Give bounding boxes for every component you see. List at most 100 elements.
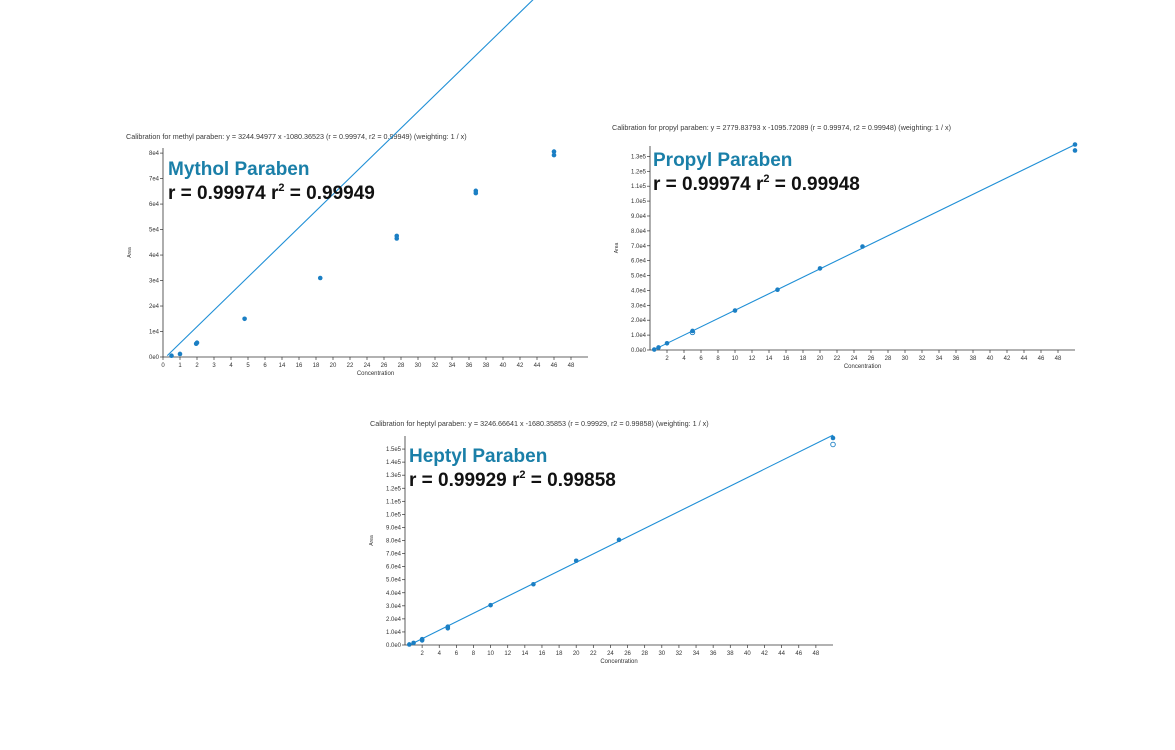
heptyl-x-tick-label: 28 [641, 651, 648, 657]
heptyl-data-point [406, 642, 412, 647]
propyl-x-tick-label: 6 [699, 356, 703, 362]
heptyl-data-point [445, 624, 451, 630]
propyl-y-tick-label: 1.2e5 [631, 169, 647, 175]
heptyl-y-tick-label: 1.3e5 [386, 473, 402, 479]
methyl-data-point [194, 340, 200, 346]
propyl-x-tick-label: 26 [868, 356, 875, 362]
propyl-y-tick-label: 1.3e5 [631, 154, 647, 160]
propyl-y-tick-label: 1.1e5 [631, 184, 647, 190]
heptyl-y-tick-label: 6.0e4 [386, 565, 402, 571]
methyl-data-point [177, 351, 183, 357]
propyl-x-tick-label: 14 [766, 356, 773, 362]
propyl-x-tick-label: 46 [1038, 356, 1045, 362]
heptyl-x-tick-label: 44 [778, 651, 785, 657]
heptyl-y-tick-label: 1.2e5 [386, 486, 402, 492]
propyl-r2-text: = 0.99948 [770, 174, 860, 195]
heptyl-x-tick-label: 12 [504, 651, 511, 657]
propyl-data-point [860, 244, 865, 249]
heptyl-x-tick-label: 24 [607, 651, 614, 657]
propyl-x-tick-label: 8 [716, 356, 720, 362]
methyl-x-tick-label: 4 [229, 363, 233, 369]
propyl-data-point [817, 266, 823, 271]
methyl-data-point [169, 353, 174, 359]
heptyl-calibration-title: Calibration for heptyl paraben: y = 3246… [370, 419, 709, 428]
propyl-x-tick-label: 10 [732, 356, 739, 362]
heptyl-x-tick-label: 48 [813, 651, 820, 657]
propyl-y-axis-label: Area [614, 243, 620, 254]
methyl-x-axis-label: Concentration [357, 371, 394, 377]
methyl-y-tick-label: 0e0 [149, 355, 160, 361]
methyl-data-point [551, 149, 557, 154]
heptyl-y-tick-label: 1.5e5 [386, 447, 402, 453]
heptyl-x-tick-label: 36 [710, 651, 717, 657]
methyl-x-tick-label: 36 [466, 363, 473, 369]
propyl-x-tick-label: 36 [953, 356, 960, 362]
propyl-x-axis-label: Concentration [844, 364, 881, 370]
heptyl-x-tick-label: 18 [556, 651, 563, 657]
methyl-x-tick-label: 30 [415, 363, 422, 369]
heptyl-x-axis-label: Concentration [600, 659, 637, 665]
propyl-x-tick-label: 20 [817, 356, 824, 362]
propyl-y-tick-label: 1.0e4 [631, 333, 647, 339]
methyl-data-point [242, 316, 247, 322]
propyl-x-tick-label: 4 [682, 356, 686, 362]
methyl-y-tick-label: 8e4 [149, 151, 160, 157]
propyl-data-point [664, 340, 670, 346]
heptyl-r-values: r = 0.99929 r2 = 0.99858 [409, 469, 616, 491]
methyl-x-tick-label: 42 [517, 363, 524, 369]
methyl-r-values: r = 0.99974 r2 = 0.99949 [168, 182, 375, 204]
methyl-data-point [551, 152, 557, 158]
methyl-y-tick-label: 3e4 [149, 279, 160, 285]
methyl-y-tick-label: 4e4 [149, 253, 160, 259]
heptyl-paraben-name: Heptyl Paraben [409, 446, 547, 467]
heptyl-x-tick-label: 14 [521, 651, 528, 657]
methyl-x-tick-label: 16 [296, 363, 303, 369]
heptyl-x-tick-label: 22 [590, 651, 597, 657]
propyl-y-tick-label: 0.0e0 [631, 348, 647, 354]
methyl-r2-superscript: 2 [278, 182, 284, 194]
heptyl-y-tick-label: 3.0e4 [386, 604, 402, 610]
methyl-x-tick-label: 26 [381, 363, 388, 369]
methyl-x-tick-label: 3 [212, 363, 216, 369]
propyl-x-tick-label: 42 [1004, 356, 1011, 362]
propyl-r-text: r = 0.99974 r [653, 174, 764, 195]
propyl-x-tick-label: 2 [665, 356, 669, 362]
heptyl-y-tick-label: 1.0e4 [386, 630, 402, 636]
methyl-y-tick-label: 1e4 [149, 330, 160, 336]
heptyl-x-tick-label: 42 [761, 651, 768, 657]
propyl-paraben-name: Propyl Paraben [653, 150, 792, 171]
heptyl-x-tick-label: 4 [438, 651, 442, 657]
heptyl-y-tick-label: 7.0e4 [386, 552, 402, 558]
heptyl-y-tick-label: 1.0e5 [386, 512, 402, 518]
propyl-r-values: r = 0.99974 r2 = 0.99948 [653, 173, 860, 195]
heptyl-r-text: r = 0.99929 r [409, 470, 520, 491]
heptyl-y-tick-label: 1.4e5 [386, 460, 402, 466]
methyl-data-point [317, 275, 323, 281]
propyl-y-tick-label: 8.0e4 [631, 229, 647, 235]
methyl-x-tick-label: 18 [313, 363, 320, 369]
methyl-x-tick-label: 0 [161, 363, 165, 369]
methyl-data-point [394, 233, 400, 239]
heptyl-data-point [616, 537, 622, 543]
propyl-data-point [1072, 148, 1078, 153]
heptyl-data-point [419, 636, 425, 642]
heptyl-data-point [411, 640, 416, 646]
methyl-x-tick-label: 44 [534, 363, 541, 369]
heptyl-x-tick-label: 2 [420, 651, 424, 657]
propyl-data-point [732, 308, 738, 313]
methyl-x-tick-label: 5 [246, 363, 250, 369]
heptyl-y-tick-label: 9.0e4 [386, 525, 402, 531]
heptyl-x-tick-label: 30 [658, 651, 665, 657]
methyl-y-tick-label: 6e4 [149, 202, 160, 208]
heptyl-y-axis-label: Area [369, 535, 375, 546]
methyl-r2-text: = 0.99949 [285, 183, 375, 204]
heptyl-x-tick-label: 32 [676, 651, 683, 657]
heptyl-data-point [488, 602, 493, 608]
propyl-data-point [656, 345, 661, 350]
heptyl-y-tick-label: 0.0e0 [386, 643, 402, 649]
heptyl-y-tick-label: 2.0e4 [386, 617, 402, 623]
methyl-x-tick-label: 32 [432, 363, 439, 369]
heptyl-x-tick-label: 20 [573, 651, 580, 657]
